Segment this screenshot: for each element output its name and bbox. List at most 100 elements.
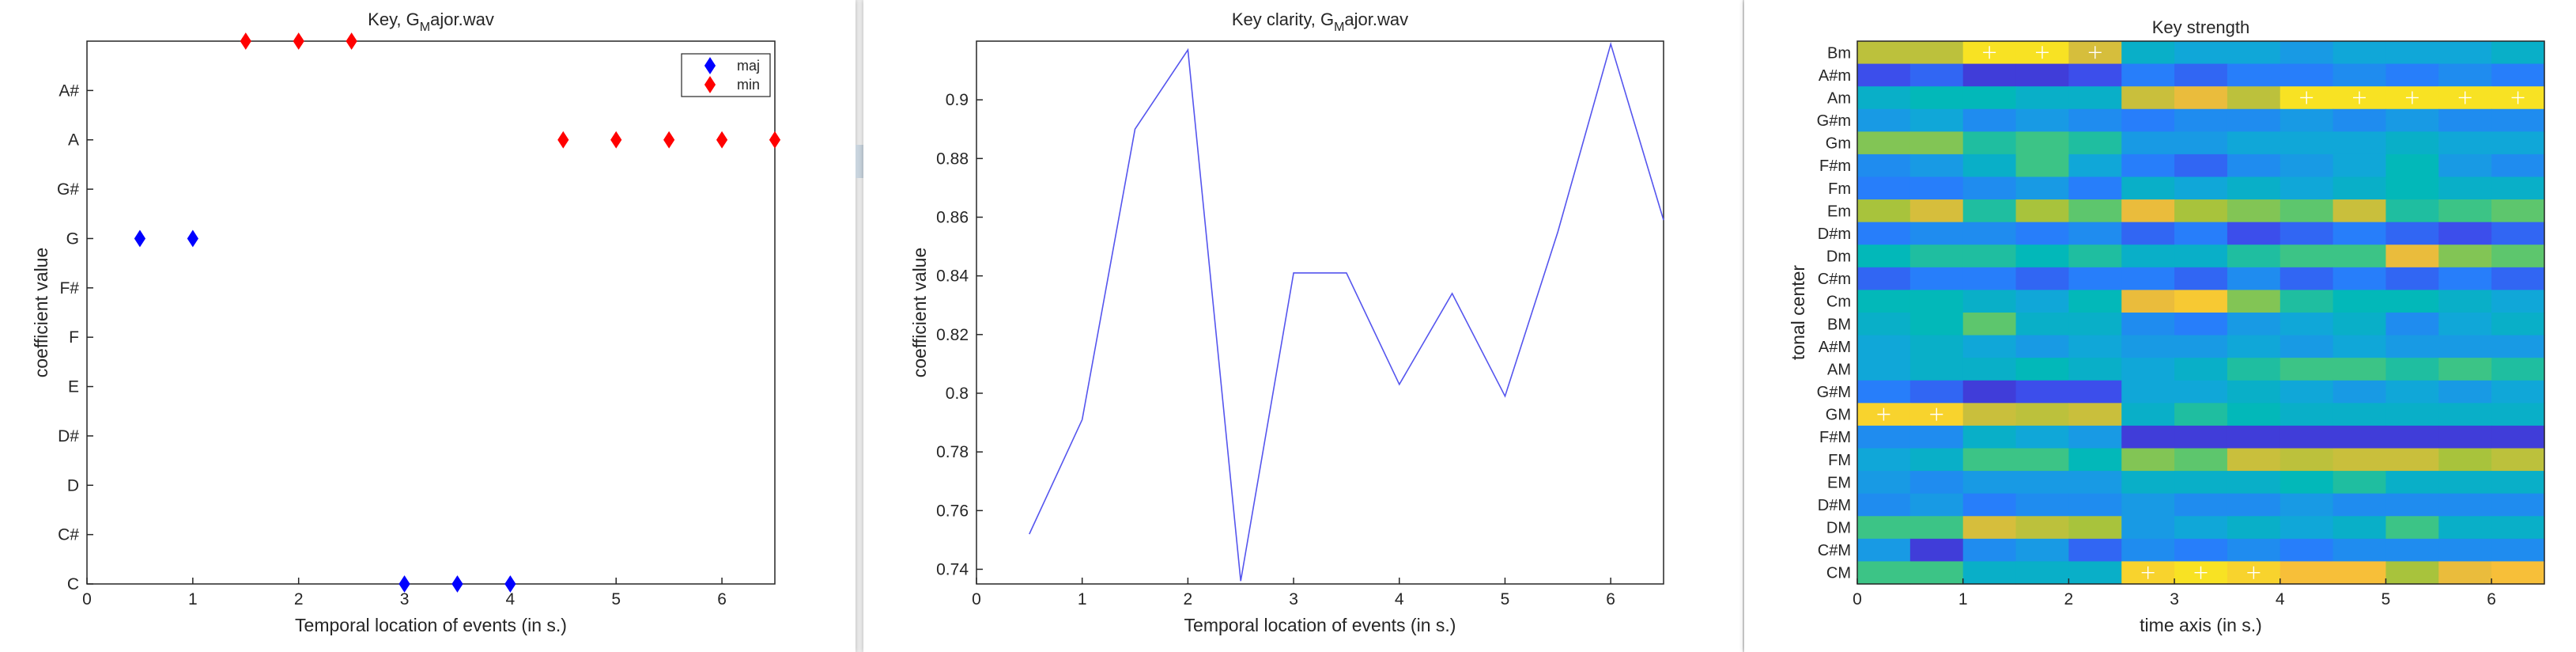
y-axis-label: coefficient value [31, 248, 51, 378]
heatmap-cell [2174, 176, 2228, 200]
heatmap-cell [2015, 222, 2069, 245]
heatmap-cell [2438, 313, 2492, 336]
heatmap-cell [1857, 335, 1911, 358]
heatmap-cell [2174, 108, 2228, 132]
heatmap-cell [2385, 538, 2439, 563]
x-tick-label: 3 [400, 590, 410, 608]
heatmap-cell [1909, 448, 1964, 472]
heatmap-cell [2227, 516, 2281, 540]
heatmap-cell [2015, 380, 2069, 404]
heatmap-cell [2227, 493, 2281, 517]
heatmap-cell [2332, 41, 2387, 65]
heatmap-cell [1857, 313, 1911, 336]
heatmap-cell [2015, 493, 2069, 517]
y-tick-label: 0.9 [946, 91, 969, 109]
heatmap-cell [2279, 63, 2334, 87]
heatmap-cell [2174, 493, 2228, 517]
heatmap-cell [1909, 63, 1964, 87]
heatmap-cell [1909, 561, 1964, 585]
heatmap-cell [2438, 176, 2492, 200]
chart-title: Key, GMajor.wav [368, 9, 494, 34]
heatmap-cell [1962, 199, 2017, 223]
heatmap-cell [2332, 380, 2387, 404]
heatmap-cell [1909, 267, 1964, 291]
heatmap-cell [2279, 154, 2334, 178]
heatmap-cell [2279, 403, 2334, 426]
heatmap-cell [2227, 380, 2281, 404]
x-tick-label: 6 [1606, 590, 1615, 608]
heatmap-cell [2385, 561, 2439, 585]
x-axis-label: time axis (in s.) [2140, 615, 2262, 635]
heatmap-cell [1909, 425, 1964, 449]
row-label: A#m [1819, 67, 1851, 85]
heatmap-cell [2068, 380, 2122, 404]
heatmap-cell [1857, 199, 1911, 223]
heatmap-cell [1909, 538, 1964, 563]
heatmap-cell [2227, 403, 2281, 426]
heatmap-cell [2068, 538, 2122, 563]
heatmap-cell [1909, 244, 1964, 268]
heatmap-cell [2015, 471, 2069, 495]
heatmap-cell [1857, 63, 1911, 87]
heatmap-cell [2015, 154, 2069, 178]
background-window-edge [856, 145, 863, 178]
heatmap-cell [2068, 561, 2122, 585]
y-axis-label: coefficient value [909, 248, 930, 378]
heatmap-cell [2174, 41, 2228, 65]
heatmap-cell [2279, 313, 2334, 336]
heatmap-cell [2121, 538, 2175, 563]
legend-label-min: min [737, 77, 760, 93]
heatmap-cell [2227, 358, 2281, 381]
heatmap-cell [2121, 267, 2175, 291]
heatmap-cell [2279, 290, 2334, 313]
heatmap-cell [2385, 403, 2439, 426]
legend-box [681, 53, 771, 97]
heatmap-cell [2068, 131, 2122, 155]
heatmap-cell [1909, 493, 1964, 517]
heatmap-cell [2174, 358, 2228, 381]
heatmap-cell [2121, 335, 2175, 358]
x-tick-label: 4 [506, 590, 516, 608]
y-tick-label: E [68, 378, 79, 396]
heatmap-cell [2121, 176, 2175, 200]
heatmap-cell [1857, 86, 1911, 110]
heatmap-cell [2174, 199, 2228, 223]
heatmap-cell [2068, 290, 2122, 313]
max-marker [1877, 408, 1890, 421]
x-tick-label: 0 [1853, 590, 1862, 608]
heatmap-cell [2015, 516, 2069, 540]
heatmap-cell [2332, 244, 2387, 268]
heatmap-cell [1962, 267, 2017, 291]
heatmap-cell [2332, 403, 2387, 426]
x-tick-label: 2 [294, 590, 304, 608]
heatmap-cell [1962, 176, 2017, 200]
row-label: D#m [1818, 226, 1851, 243]
chart-title: Key clarity, GMajor.wav [1232, 9, 1408, 34]
row-label: D#M [1818, 497, 1851, 514]
point-maj [187, 229, 198, 248]
heatmap-cell [2491, 131, 2545, 155]
axes-box [86, 40, 776, 585]
x-tick-label: 6 [2487, 590, 2496, 608]
max-marker [2141, 566, 2155, 579]
heatmap-cell [2015, 199, 2069, 223]
heatmap-cell [2491, 335, 2545, 358]
row-label: Fm [1828, 180, 1851, 198]
heatmap-cell [2438, 199, 2492, 223]
heatmap-cell [2279, 222, 2334, 245]
x-tick-label: 6 [717, 590, 727, 608]
heatmap-cell [2385, 131, 2439, 155]
heatmap-cell [2385, 358, 2439, 381]
x-tick-label: 1 [188, 590, 198, 608]
legend-marker-maj [704, 57, 716, 74]
heatmap-cell [2279, 448, 2334, 472]
row-label: G#m [1817, 112, 1851, 130]
heatmap-cell [2015, 425, 2069, 449]
heatmap-cell [2068, 425, 2122, 449]
row-label: Em [1827, 203, 1851, 220]
row-label: Bm [1827, 44, 1851, 62]
heatmap-cell [2227, 131, 2281, 155]
x-tick-label: 2 [2064, 590, 2074, 608]
row-label: C#M [1818, 542, 1851, 559]
heatmap-cell [2491, 313, 2545, 336]
